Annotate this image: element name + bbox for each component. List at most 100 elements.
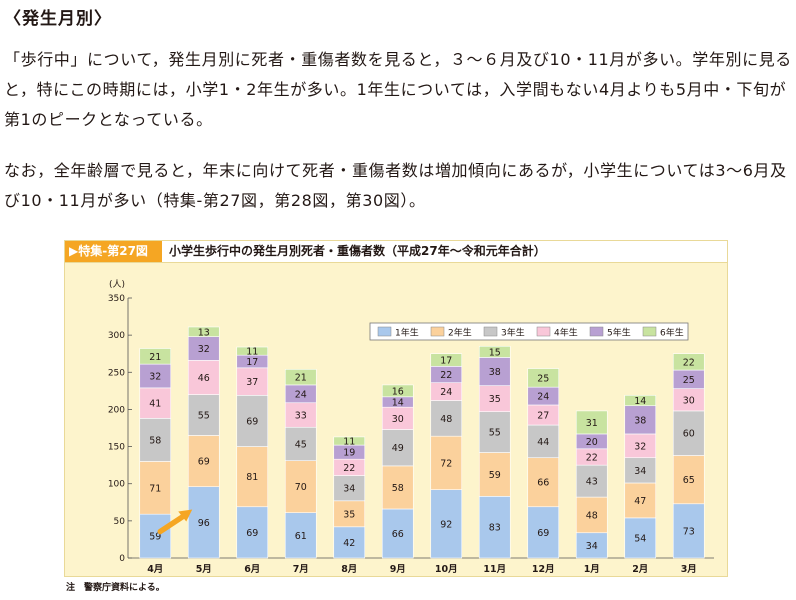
legend-swatch	[642, 326, 657, 337]
y-tick-label: 150	[108, 443, 125, 453]
bar-segment	[575, 410, 608, 435]
bar-segment	[284, 369, 317, 386]
legend-label: 4年生	[554, 327, 578, 339]
data-label: 24	[440, 387, 452, 398]
legend-swatch	[377, 326, 392, 337]
x-tick-label: 7月	[293, 564, 309, 575]
data-label: 60	[683, 429, 695, 440]
data-label: 81	[246, 472, 258, 483]
legend-swatch	[430, 326, 445, 337]
x-tick-label: 8月	[341, 564, 357, 575]
x-tick-label: 10月	[435, 564, 458, 575]
bar-segment	[284, 426, 317, 461]
bar-segment	[236, 346, 269, 356]
arrow-head	[178, 509, 193, 522]
data-label: 30	[683, 395, 695, 406]
bar-segment	[575, 464, 608, 498]
data-label: 30	[392, 414, 404, 425]
data-label: 24	[295, 389, 307, 400]
x-tick-label: 6月	[244, 564, 260, 575]
data-label: 35	[489, 394, 501, 405]
data-label: 25	[683, 375, 695, 386]
legend-label: 6年生	[660, 327, 684, 339]
legend-swatch	[589, 326, 604, 337]
figure-header: ▶特集-第27図 小学生歩行中の発生月別死者・重傷者数（平成27年～令和元年合計…	[65, 241, 727, 263]
data-label: 34	[343, 484, 355, 495]
legend-label: 5年生	[607, 327, 631, 339]
data-label: 38	[489, 367, 501, 378]
data-label: 71	[149, 483, 161, 494]
bar-segment	[187, 435, 220, 487]
data-label: 42	[343, 538, 355, 549]
legend-label: 2年生	[448, 327, 472, 339]
x-tick-label: 5月	[196, 564, 212, 575]
data-label: 14	[634, 396, 646, 407]
data-label: 58	[392, 483, 404, 494]
data-label: 35	[343, 509, 355, 520]
bar-segment	[139, 348, 172, 365]
legend-box	[369, 322, 689, 341]
y-tick-label: 100	[108, 480, 125, 490]
bar-segment	[381, 384, 414, 398]
data-label: 25	[537, 373, 549, 384]
bar-segment	[333, 475, 366, 502]
bar-segment	[624, 517, 657, 559]
paragraph-1: 「歩行中」について，発生月別に死者・重傷者数を見ると，３～６月及び10・11月が…	[4, 50, 792, 129]
data-label: 37	[246, 377, 258, 388]
bar-segment	[624, 395, 657, 407]
bar-segment	[624, 482, 657, 519]
bar-segment	[236, 506, 269, 559]
x-tick-label: 3月	[681, 564, 697, 575]
y-axis-unit: (人)	[109, 279, 125, 290]
data-label: 92	[440, 519, 452, 530]
data-label: 11	[246, 347, 258, 358]
bar-segment	[430, 353, 463, 367]
data-label: 31	[586, 418, 598, 429]
data-label: 16	[392, 386, 404, 397]
bar-segment	[527, 368, 560, 388]
data-label: 55	[489, 428, 501, 439]
bar-segment	[430, 489, 463, 559]
bar-segment	[139, 461, 172, 515]
data-label: 55	[198, 411, 210, 422]
data-label: 27	[537, 411, 549, 422]
data-label: 22	[683, 357, 695, 368]
data-label: 22	[343, 463, 355, 474]
data-label: 19	[343, 448, 355, 459]
bar-segment	[284, 460, 317, 513]
data-label: 48	[586, 510, 598, 521]
data-label: 59	[149, 532, 161, 543]
bar-segment	[575, 496, 608, 534]
x-tick-label: 11月	[483, 564, 506, 575]
figure-title: 小学生歩行中の発生月別死者・重傷者数（平成27年～令和元年合計）	[169, 244, 546, 258]
data-label: 15	[489, 347, 501, 358]
data-label: 47	[634, 496, 646, 507]
bar-segment	[333, 500, 366, 528]
figure-panel: ▶特集-第27図 小学生歩行中の発生月別死者・重傷者数（平成27年～令和元年合計…	[64, 240, 728, 577]
data-label: 48	[440, 414, 452, 425]
data-label: 69	[198, 457, 210, 468]
data-label: 22	[586, 452, 598, 463]
bar-segment	[478, 357, 511, 386]
y-tick-label: 0	[119, 554, 125, 564]
data-label: 54	[634, 533, 646, 544]
bar-segment	[139, 387, 172, 419]
x-tick-label: 9月	[390, 564, 406, 575]
bar-segment	[478, 385, 511, 412]
data-label: 41	[149, 399, 161, 410]
bar-segment	[672, 353, 705, 371]
data-label: 33	[295, 411, 307, 422]
data-label: 66	[537, 478, 549, 489]
data-label: 17	[246, 357, 258, 368]
legend-swatch	[483, 326, 498, 337]
bar-segment	[333, 436, 366, 446]
bar-segment	[381, 429, 414, 467]
bar-segment	[527, 424, 560, 459]
source-note: 注 警察庁資料による。	[66, 583, 165, 593]
data-label: 73	[683, 526, 695, 537]
data-label: 21	[149, 352, 161, 363]
data-label: 61	[295, 531, 307, 542]
bar-segment	[381, 508, 414, 559]
bar-segment	[527, 457, 560, 508]
data-label: 45	[295, 439, 307, 450]
